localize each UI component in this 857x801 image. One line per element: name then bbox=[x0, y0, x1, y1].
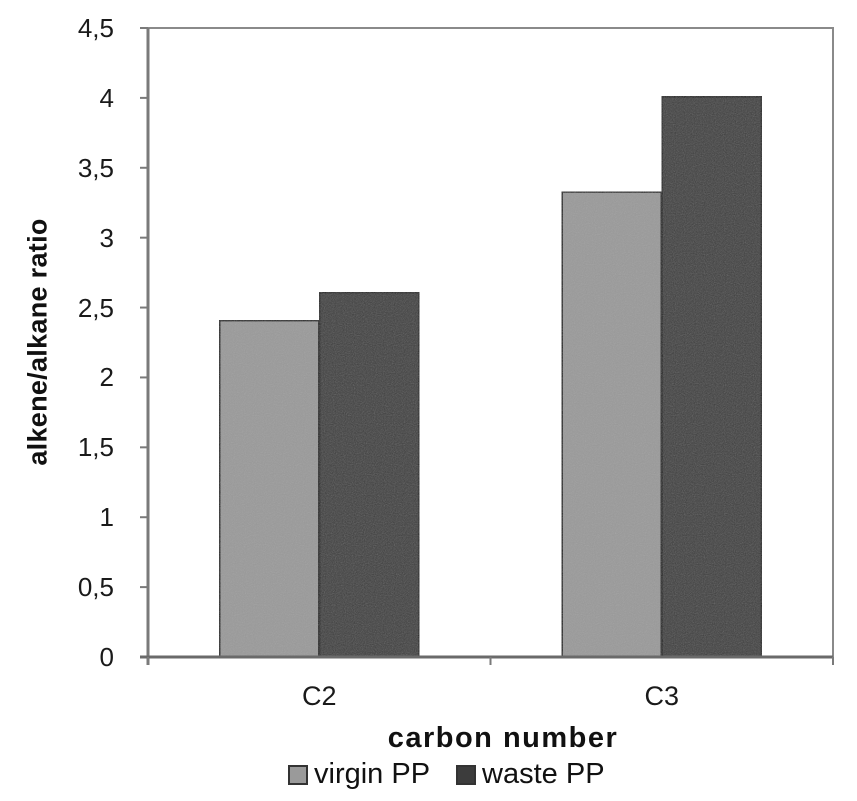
x-tick-label: C2 bbox=[301, 681, 337, 711]
x-axis-title: carbon number bbox=[387, 722, 619, 754]
legend-item-virgin-pp: virgin PP bbox=[288, 758, 430, 791]
bars-group bbox=[218, 95, 763, 659]
x-axis bbox=[140, 655, 834, 665]
y-tick-label: 0,5 bbox=[77, 572, 114, 603]
y-tick-label: 0 bbox=[99, 642, 114, 672]
legend: virgin PP waste PP bbox=[288, 758, 631, 791]
bar-virgin-pp-c2 bbox=[218, 318, 321, 659]
y-axis-title: alkene/alkane ratio bbox=[22, 218, 53, 466]
y-tick-label: 1,5 bbox=[77, 432, 114, 463]
bar-waste-pp-c3 bbox=[660, 95, 763, 659]
y-tick-label: 4,5 bbox=[77, 13, 114, 43]
y-tick-label: 3 bbox=[99, 222, 114, 253]
y-tick-label: 3,5 bbox=[77, 152, 114, 183]
legend-swatch-icon bbox=[288, 764, 308, 785]
y-tick-label: 2,5 bbox=[77, 292, 114, 323]
legend-label: virgin PP bbox=[314, 758, 431, 790]
legend-swatch-icon bbox=[456, 764, 477, 785]
bar-waste-pp-c2 bbox=[318, 290, 421, 659]
x-tick-label: C3 bbox=[644, 681, 679, 711]
y-tick-label: 1 bbox=[99, 502, 114, 533]
legend-label: waste PP bbox=[482, 758, 605, 790]
y-tick-label: 2 bbox=[99, 362, 114, 393]
bar-virgin-pp-c3 bbox=[560, 190, 663, 659]
y-axis bbox=[140, 27, 150, 665]
y-tick-label: 4 bbox=[99, 82, 114, 113]
legend-item-waste-pp: waste PP bbox=[456, 758, 605, 791]
